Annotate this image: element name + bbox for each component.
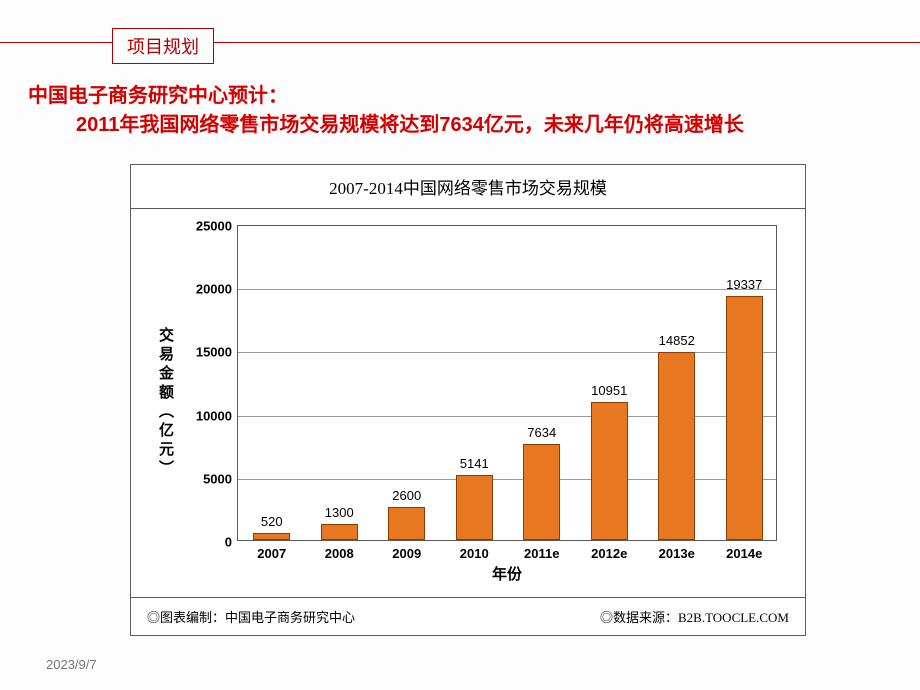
chart-xtick: 2008	[309, 540, 369, 561]
chart-bar	[321, 524, 358, 540]
chart-ytick: 15000	[186, 345, 238, 360]
chart-bar	[726, 296, 763, 540]
chart-bar	[591, 402, 628, 540]
chart-xtick: 2010	[444, 540, 504, 561]
headline-line1: 中国电子商务研究中心预计：	[28, 85, 288, 107]
chart-title: 2007-2014中国网络零售市场交易规模	[329, 174, 607, 199]
chart-ylabel: 交易金额（亿元）	[155, 327, 176, 479]
chart-ytick: 10000	[186, 408, 238, 423]
chart-xlabel: 年份	[237, 563, 777, 584]
chart-footer: ◎图表编制：中国电子商务研究中心 ◎数据来源：B2B.TOOCLE.COM	[131, 597, 805, 635]
chart-xtick: 2014e	[714, 540, 774, 561]
chart-footer-right: ◎数据来源：B2B.TOOCLE.COM	[600, 607, 789, 626]
chart-plot-region: 交易金额（亿元） 0500010000150002000025000520200…	[131, 209, 805, 597]
chart-bar-label: 19337	[714, 277, 774, 292]
chart-bar-label: 7634	[512, 425, 572, 440]
chart-bar-label: 2600	[377, 488, 437, 503]
chart-gridline	[238, 289, 776, 290]
chart-bar	[523, 444, 560, 540]
chart-bar	[456, 475, 493, 540]
chart-xtick: 2009	[377, 540, 437, 561]
chart-bar-label: 10951	[579, 383, 639, 398]
chart-bar	[388, 507, 425, 540]
chart-bar-label: 1300	[309, 505, 369, 520]
date-stamp: 2023/9/7	[46, 657, 97, 672]
chart-bar-label: 5141	[444, 456, 504, 471]
chart-xtick: 2013e	[647, 540, 707, 561]
chart-bar	[658, 352, 695, 540]
headline-line2: 2011年我国网络零售市场交易规模将达到7634亿元，未来几年仍将高速增长	[28, 111, 900, 140]
chart-ytick: 25000	[186, 219, 238, 234]
chart-bar-label: 520	[242, 514, 302, 529]
chart-plot-area: 0500010000150002000025000520200713002008…	[237, 225, 777, 541]
chart-xtick: 2012e	[579, 540, 639, 561]
chart-title-row: 2007-2014中国网络零售市场交易规模	[131, 165, 805, 209]
chart-frame: 2007-2014中国网络零售市场交易规模 交易金额（亿元） 050001000…	[130, 164, 806, 636]
chart-xtick: 2011e	[512, 540, 572, 561]
chart-xtick: 2007	[242, 540, 302, 561]
chart-ytick: 20000	[186, 282, 238, 297]
chart-ytick: 0	[186, 535, 238, 550]
chart-ytick: 5000	[186, 471, 238, 486]
chart-footer-left: ◎图表编制：中国电子商务研究中心	[147, 607, 355, 626]
chart-bar-label: 14852	[647, 333, 707, 348]
headline: 中国电子商务研究中心预计： 2011年我国网络零售市场交易规模将达到7634亿元…	[28, 82, 900, 140]
section-tag: 项目规划	[112, 28, 214, 64]
section-tag-text: 项目规划	[127, 37, 199, 57]
